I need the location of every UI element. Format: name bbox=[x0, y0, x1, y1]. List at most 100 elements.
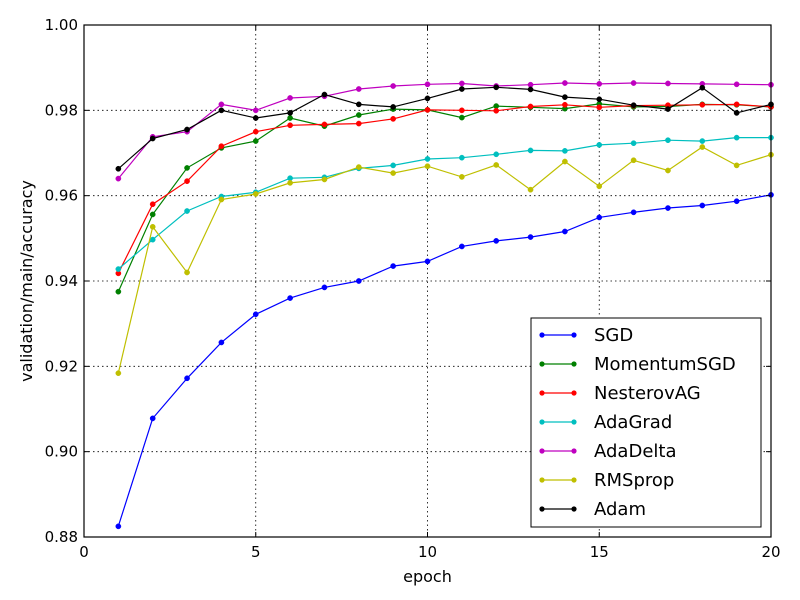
data-point-sgd bbox=[390, 263, 396, 269]
data-point-adadelta bbox=[355, 86, 362, 92]
data-point-sgd bbox=[596, 214, 603, 221]
y-tick-label: 1.00 bbox=[45, 16, 78, 34]
series-line-adagrad bbox=[117, 137, 771, 270]
data-point-adadelta bbox=[630, 80, 637, 86]
data-point-adam bbox=[390, 104, 396, 110]
series-rmsprop bbox=[115, 144, 774, 377]
data-point-rmsprop bbox=[184, 269, 190, 276]
legend-label: AdaGrad bbox=[594, 412, 672, 433]
x-tick-label: 5 bbox=[251, 543, 261, 561]
data-point-momentumsgd bbox=[493, 103, 500, 109]
data-point-adagrad bbox=[630, 140, 637, 147]
data-point-sgd bbox=[218, 339, 225, 346]
data-point-adagrad bbox=[699, 138, 706, 144]
data-point-sgd bbox=[287, 295, 293, 301]
data-point-sgd bbox=[149, 415, 156, 422]
data-point-rmsprop bbox=[699, 144, 706, 150]
data-point-adagrad bbox=[459, 154, 465, 161]
data-point-adagrad bbox=[562, 148, 568, 154]
data-point-momentumsgd bbox=[184, 165, 190, 171]
data-point-adagrad bbox=[596, 142, 603, 148]
data-point-rmsprop bbox=[459, 174, 465, 180]
data-point-adadelta bbox=[252, 107, 259, 114]
data-point-rmsprop bbox=[115, 370, 122, 377]
data-point-sgd bbox=[733, 198, 740, 205]
y-axis-label: validation/main/accuracy bbox=[17, 180, 36, 382]
data-point-sgd bbox=[699, 202, 706, 209]
data-point-adam bbox=[562, 94, 568, 100]
plot-area bbox=[115, 80, 774, 530]
data-point-adam bbox=[321, 91, 328, 98]
data-point-adadelta bbox=[665, 80, 671, 87]
data-point-sgd bbox=[630, 209, 637, 216]
data-point-nesterovag bbox=[562, 101, 568, 108]
legend-marker bbox=[571, 390, 577, 396]
data-point-adadelta bbox=[459, 80, 465, 87]
data-point-sgd bbox=[355, 278, 362, 284]
data-point-sgd bbox=[493, 238, 500, 244]
legend-marker bbox=[539, 477, 545, 483]
legend-item-nesterovag: NesterovAG bbox=[539, 383, 701, 404]
data-point-nesterovag bbox=[699, 101, 706, 108]
data-point-adadelta bbox=[115, 175, 122, 182]
data-point-nesterovag bbox=[596, 104, 603, 111]
data-point-momentumsgd bbox=[115, 288, 122, 295]
data-point-sgd bbox=[321, 284, 328, 291]
data-point-sgd bbox=[252, 311, 259, 318]
data-point-rmsprop bbox=[630, 157, 637, 164]
data-point-adagrad bbox=[424, 156, 431, 162]
data-point-nesterovag bbox=[424, 107, 431, 113]
data-point-adagrad bbox=[115, 266, 122, 272]
data-point-adam bbox=[149, 135, 156, 142]
y-tick-label: 0.92 bbox=[45, 357, 78, 375]
data-point-momentumsgd bbox=[287, 115, 293, 121]
data-point-rmsprop bbox=[390, 170, 396, 176]
series-adadelta bbox=[115, 80, 774, 182]
data-point-adam bbox=[665, 106, 671, 112]
data-point-nesterovag bbox=[218, 143, 225, 150]
data-point-adam bbox=[493, 84, 500, 91]
data-point-rmsprop bbox=[562, 158, 568, 165]
data-point-nesterovag bbox=[733, 101, 740, 108]
data-point-rmsprop bbox=[149, 223, 156, 230]
data-point-adagrad bbox=[149, 236, 156, 243]
data-point-sgd bbox=[184, 375, 190, 382]
legend-marker bbox=[571, 477, 577, 483]
x-tick-label: 15 bbox=[590, 543, 609, 561]
y-tick-label: 0.96 bbox=[45, 187, 78, 205]
data-point-nesterovag bbox=[321, 121, 328, 128]
data-point-adadelta bbox=[287, 95, 293, 101]
data-point-adagrad bbox=[493, 151, 500, 158]
data-point-adam bbox=[355, 101, 362, 108]
legend-marker bbox=[539, 448, 545, 454]
data-point-rmsprop bbox=[252, 191, 259, 197]
data-point-nesterovag bbox=[252, 128, 259, 135]
legend-label: RMSprop bbox=[594, 470, 674, 491]
data-point-sgd bbox=[115, 523, 122, 530]
data-point-nesterovag bbox=[527, 103, 534, 110]
data-point-nesterovag bbox=[184, 178, 190, 185]
legend-item-momentumsgd: MomentumSGD bbox=[539, 354, 736, 375]
legend-marker bbox=[571, 361, 577, 367]
legend-item-sgd: SGD bbox=[539, 325, 633, 346]
data-point-adam bbox=[184, 126, 190, 133]
series-sgd bbox=[115, 191, 774, 530]
legend-item-rmsprop: RMSprop bbox=[539, 470, 674, 491]
data-point-rmsprop bbox=[493, 162, 500, 168]
data-point-momentumsgd bbox=[459, 114, 465, 121]
y-tick-label: 0.94 bbox=[45, 272, 78, 290]
data-point-adam bbox=[733, 110, 740, 116]
legend-label: SGD bbox=[594, 325, 633, 346]
legend-marker bbox=[571, 506, 577, 512]
data-point-adam bbox=[459, 86, 465, 92]
axis-ticks: 0 5 10 15 20 0.88 0.90 0.92 0.94 0.96 0.98 1.00 bbox=[45, 16, 781, 561]
data-point-adadelta bbox=[562, 80, 568, 86]
data-point-nesterovag bbox=[459, 107, 465, 114]
series-nesterovag bbox=[115, 101, 774, 277]
data-point-adadelta bbox=[390, 83, 396, 89]
data-point-adam bbox=[699, 84, 706, 91]
data-point-nesterovag bbox=[390, 116, 396, 122]
x-tick-label: 10 bbox=[418, 543, 437, 561]
legend-label: Adam bbox=[594, 499, 646, 520]
series-adam bbox=[115, 84, 774, 172]
